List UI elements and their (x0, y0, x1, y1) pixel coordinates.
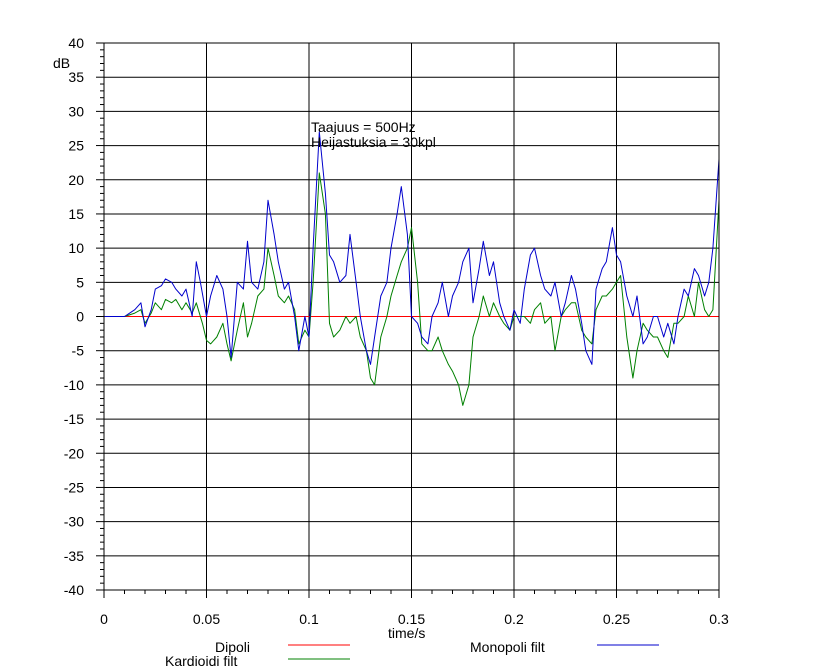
y-tick-label: 40 (68, 35, 84, 51)
y-tick-label: -5 (72, 343, 85, 359)
y-tick-label: -20 (64, 445, 84, 461)
legend-label-monopoli: Monopoli filt (470, 639, 545, 655)
x-tick-label: 0.2 (504, 611, 524, 627)
x-tick-label: 0.3 (709, 611, 729, 627)
x-tick-label: 0 (100, 611, 108, 627)
y-tick-label: 5 (76, 274, 84, 290)
annotation-reflections: Heijastuksia = 30kpl (311, 134, 436, 150)
annotation-frequency: Taajuus = 500Hz (311, 119, 416, 135)
y-tick-label: -35 (64, 548, 84, 564)
y-tick-label: 0 (76, 309, 84, 325)
x-tick-label: 0.05 (193, 611, 220, 627)
x-tick-label: 0.25 (603, 611, 630, 627)
x-tick-label: 0.1 (299, 611, 319, 627)
y-tick-labels: 40 35 30 25 20 15 10 5 0 -5 -10 -15 -20 -25 -30 -35 -40 (64, 35, 84, 598)
y-tick-label: 15 (68, 206, 84, 222)
y-tick-label: 25 (68, 138, 84, 154)
y-tick-label: -30 (64, 514, 84, 530)
y-tick-label: -15 (64, 411, 84, 427)
y-tick-label: -25 (64, 479, 84, 495)
y-tick-label: 20 (68, 172, 84, 188)
y-tick-label: -40 (64, 582, 84, 598)
y-minor-ticks (96, 42, 720, 598)
legend: Dipoli Kardioidi filt Monopoli filt (165, 639, 659, 669)
y-tick-label: 30 (68, 103, 84, 119)
series-line-monopoli-filt (104, 131, 720, 365)
y-axis-title: dB (53, 55, 70, 71)
series-line-kardioidi-filt (104, 172, 720, 406)
x-axis-title: time/s (388, 625, 425, 641)
y-tick-label: -10 (64, 377, 84, 393)
y-tick-label: 10 (68, 240, 84, 256)
legend-label-kardioidi: Kardioidi filt (165, 653, 237, 669)
x-tick-label: 0.15 (398, 611, 425, 627)
series-lines (104, 131, 720, 406)
legend-label-dipoli: Dipoli (215, 639, 250, 655)
x-tick-labels: 0 0.05 0.1 0.15 0.2 0.25 0.3 (100, 611, 729, 627)
y-tick-label: 35 (68, 69, 84, 85)
plot-frame (103, 42, 720, 591)
